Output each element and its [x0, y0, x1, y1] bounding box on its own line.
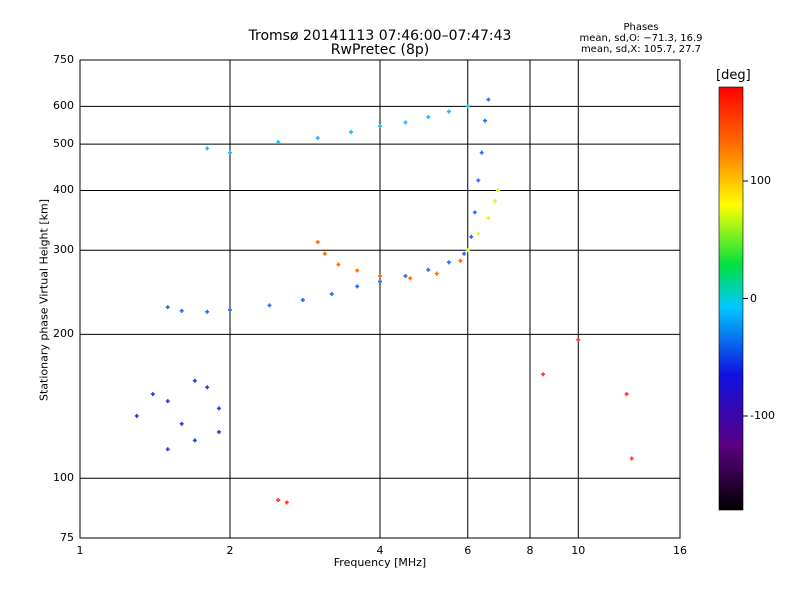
chart-subtitle: RwPretec (8p)	[330, 42, 430, 58]
colorbar	[718, 86, 744, 511]
echo-points	[134, 97, 634, 505]
echo-point	[465, 248, 470, 253]
echo-point	[629, 456, 634, 461]
echo-point	[355, 284, 360, 289]
echo-point	[486, 97, 491, 102]
phase-stats-heading: Phases	[623, 22, 659, 33]
echo-point	[465, 104, 470, 109]
echo-point	[495, 188, 500, 193]
y-tick-label: 400	[53, 183, 74, 197]
echo-point	[205, 146, 210, 151]
echo-point	[479, 150, 484, 155]
y-tick-label: 600	[53, 99, 74, 113]
x-tick-label: 2	[226, 544, 234, 557]
x-tick-label: 16	[673, 544, 687, 557]
y-tick-label: 200	[53, 327, 74, 341]
x-tick-label: 8	[526, 544, 534, 557]
echo-point	[426, 267, 431, 272]
echo-point	[228, 307, 232, 312]
plot-frame	[79, 59, 681, 539]
echo-point	[355, 268, 360, 273]
echo-point	[541, 372, 546, 377]
echo-point	[165, 399, 170, 404]
echo-point	[322, 251, 327, 256]
y-tick-label: 300	[53, 243, 74, 257]
echo-point	[150, 392, 155, 397]
echo-point	[329, 291, 334, 296]
echo-point	[205, 385, 210, 390]
echo-point	[192, 438, 197, 443]
x-tick-label: 4	[376, 544, 384, 557]
echo-point	[378, 124, 382, 129]
x-tick-label: 10	[571, 544, 586, 557]
echo-point	[403, 273, 408, 278]
echo-point	[476, 178, 481, 183]
echo-point	[179, 308, 184, 313]
echo-point	[134, 413, 139, 418]
echo-point	[492, 199, 497, 204]
echo-point	[267, 303, 272, 308]
y-tick-label: 750	[53, 53, 74, 66]
echo-point	[476, 231, 481, 236]
echo-point	[576, 337, 581, 342]
echo-point	[349, 130, 354, 135]
echo-point	[192, 378, 197, 383]
echo-point	[336, 262, 341, 267]
echo-point	[315, 240, 320, 245]
echo-point	[315, 136, 320, 141]
x-axis-label: Frequency [MHz]	[333, 556, 427, 569]
echo-point	[378, 279, 382, 284]
echo-point	[165, 447, 170, 452]
echo-point	[458, 258, 463, 263]
chart-title: Tromsø 20141113 07:46:00–07:47:43	[248, 28, 512, 44]
echo-point	[486, 216, 491, 221]
echo-point	[228, 150, 232, 155]
echo-point	[462, 251, 467, 256]
echo-point	[408, 276, 413, 281]
echo-point	[284, 500, 289, 505]
colorbar-ticks	[743, 180, 748, 417]
echo-point	[205, 309, 210, 314]
y-axis-label: Stationary phase Virtual Height [km]	[37, 198, 51, 402]
echo-point	[446, 260, 451, 265]
echo-point	[434, 271, 439, 276]
echo-point	[378, 273, 382, 278]
echo-point	[426, 114, 431, 119]
colorbar-tick-label: 0	[750, 291, 757, 305]
y-tick-label: 100	[53, 471, 74, 485]
echo-point	[179, 421, 184, 426]
grid-lines	[80, 60, 680, 538]
y-tick-label: 75	[60, 531, 74, 544]
colorbar-tick-label: 100	[750, 174, 771, 187]
echo-point	[276, 498, 281, 503]
x-tick-label: 1	[76, 544, 84, 557]
echo-point	[472, 210, 477, 215]
echo-point	[216, 406, 221, 411]
echo-point	[483, 118, 488, 123]
echo-point	[469, 234, 474, 239]
echo-point	[216, 429, 221, 434]
echo-point	[403, 120, 408, 125]
echo-point	[446, 109, 451, 114]
echo-point	[165, 305, 170, 310]
colorbar-tick-label: -100	[750, 409, 775, 422]
phase-stats-o-mode: mean, sd,O: −71.3, 16.9	[579, 33, 703, 44]
echo-point	[624, 392, 629, 397]
echo-point	[300, 298, 305, 303]
echo-point	[276, 140, 281, 145]
phase-stats-x-mode: mean, sd,X: 105.7, 27.7	[580, 44, 702, 55]
y-tick-label: 500	[53, 137, 74, 151]
colorbar-label: [deg]	[716, 68, 751, 83]
x-tick-label: 6	[464, 544, 472, 557]
